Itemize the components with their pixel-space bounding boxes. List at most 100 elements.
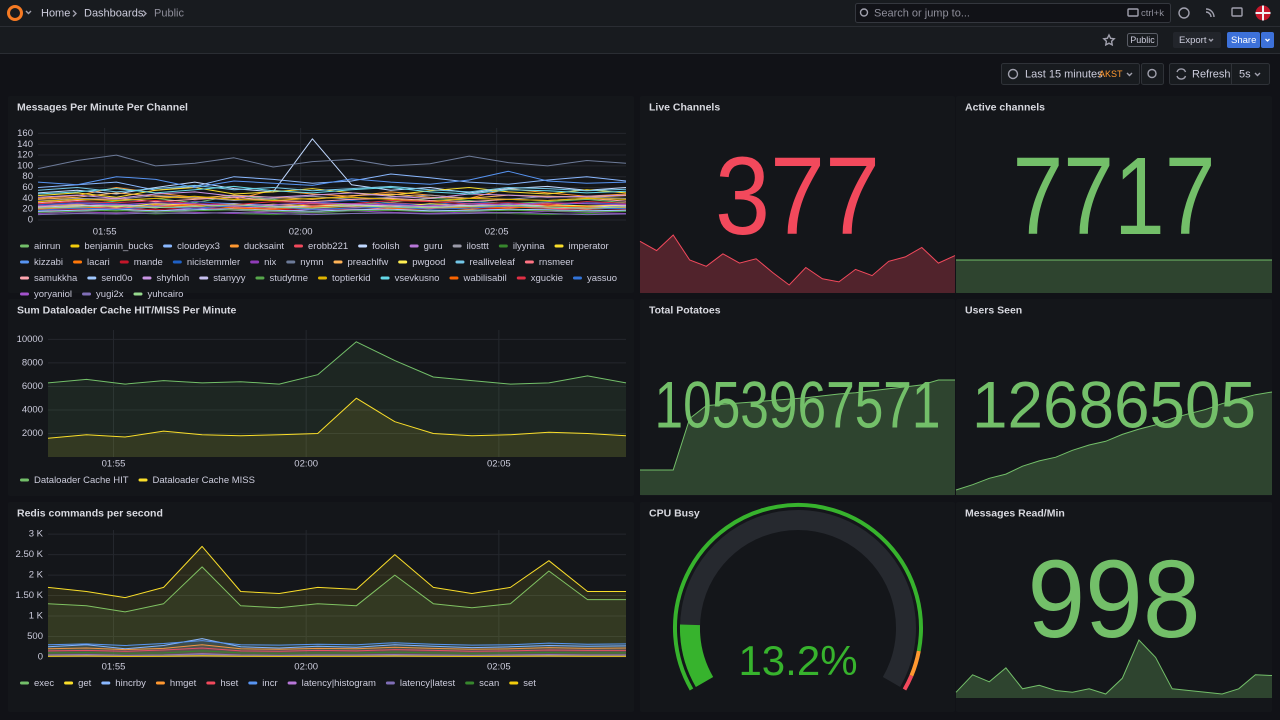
legend-label[interactable]: ilyynina	[513, 241, 545, 252]
export-label: Export	[1179, 35, 1207, 46]
panel	[8, 299, 634, 496]
legend-label[interactable]: erobb221	[308, 241, 348, 252]
y-tick-label: 2000	[22, 428, 43, 439]
search-box[interactable]	[855, 3, 1171, 23]
y-tick-label: 2 K	[29, 570, 44, 581]
sparkline-area	[640, 380, 955, 495]
legend-swatch	[455, 260, 465, 264]
legend-label[interactable]: latency|histogram	[302, 678, 376, 689]
legend-swatch	[509, 681, 519, 685]
legend-label[interactable]: scan	[479, 678, 499, 689]
panel-title: Active channels	[965, 101, 1045, 113]
legend-label[interactable]: yassuo	[587, 273, 617, 284]
breadcrumb[interactable]: Dashboards	[84, 7, 144, 19]
chevron	[1126, 72, 1133, 77]
stat-value: 12686505	[972, 367, 1256, 441]
refresh-interval[interactable]: 5s	[1239, 68, 1251, 80]
legend-label[interactable]: preachlfw	[348, 257, 389, 268]
series-line	[47, 566, 626, 613]
share-button[interactable]	[1227, 32, 1260, 48]
legend-label[interactable]: hmget	[170, 678, 197, 689]
series-line	[37, 187, 627, 198]
legend-label[interactable]: ainrun	[34, 241, 60, 252]
star-icon[interactable]	[1102, 33, 1116, 47]
legend-label[interactable]: samukkha	[34, 273, 78, 284]
series-line	[47, 655, 626, 657]
legend-label[interactable]: guru	[424, 241, 443, 252]
y-tick-label: 3 K	[29, 529, 44, 540]
legend-swatch	[294, 244, 303, 248]
legend-swatch	[248, 681, 258, 685]
time-picker[interactable]	[1001, 63, 1140, 85]
legend-label[interactable]: nymn	[300, 257, 323, 268]
series-line	[47, 654, 626, 657]
legend-label[interactable]: stanyyy	[213, 273, 245, 284]
legend-label[interactable]: benjamin_bucks	[84, 241, 153, 252]
legend-swatch	[70, 244, 80, 248]
x-tick-label: 01:55	[93, 227, 117, 238]
sparkline-area	[956, 260, 1272, 293]
legend-label[interactable]: nicistemmler	[187, 257, 240, 268]
y-tick-label: 80	[22, 171, 33, 182]
legend-label[interactable]: yoryaniol	[34, 289, 72, 300]
legend-label[interactable]: rnsmeer	[539, 257, 574, 268]
legend-label[interactable]: mande	[134, 257, 163, 268]
gauge-track	[680, 510, 916, 687]
legend-label[interactable]: Dataloader Cache MISS	[153, 475, 255, 486]
legend-label[interactable]: hincrby	[115, 678, 146, 689]
share-menu[interactable]	[1261, 32, 1274, 48]
tv-icon[interactable]	[1231, 7, 1243, 17]
legend-label[interactable]: vsevkusno	[395, 273, 440, 284]
legend-label[interactable]: wabilisabil	[462, 273, 506, 284]
legend-swatch	[250, 260, 260, 264]
panel	[956, 299, 1272, 496]
help-icon[interactable]	[1178, 7, 1190, 19]
series-line	[47, 650, 626, 654]
x-tick-label: 02:00	[294, 459, 318, 470]
threshold-band	[672, 502, 923, 691]
panel-title: Messages Per Minute Per Channel	[17, 101, 188, 113]
legend-label[interactable]: Dataloader Cache HIT	[34, 475, 129, 486]
export-button[interactable]	[1173, 32, 1221, 48]
legend-label[interactable]: kizzabi	[34, 257, 63, 268]
refresh-icon	[1176, 68, 1187, 80]
legend-label[interactable]: nix	[264, 257, 276, 268]
series-line	[37, 195, 627, 203]
legend-label[interactable]: imperator	[569, 241, 609, 252]
logo[interactable]	[7, 5, 23, 21]
legend-label[interactable]: realliveleaf	[469, 257, 515, 268]
news-icon[interactable]	[1205, 8, 1215, 18]
legend-label[interactable]: incr	[262, 678, 277, 689]
stat-value: 7717	[1013, 135, 1216, 258]
search-placeholder: Search or jump to...	[874, 7, 970, 19]
breadcrumb[interactable]: Home	[41, 7, 70, 19]
legend-label[interactable]: latency|latest	[400, 678, 456, 689]
legend-label[interactable]: xguckie	[531, 273, 563, 284]
legend-label[interactable]: get	[78, 678, 92, 689]
legend-swatch	[318, 276, 327, 280]
legend-label[interactable]: hset	[220, 678, 238, 689]
legend-swatch	[206, 681, 216, 685]
legend-label[interactable]: toptierkid	[332, 273, 371, 284]
legend-swatch	[155, 681, 165, 685]
time-range: Last 15 minutes	[1025, 68, 1103, 80]
legend-label[interactable]: ducksaint	[244, 241, 284, 252]
legend-label[interactable]: exec	[34, 678, 54, 689]
zoom-out-button[interactable]	[1141, 63, 1164, 85]
legend-label[interactable]: ilosttt	[467, 241, 490, 252]
legend-label[interactable]: studytme	[269, 273, 308, 284]
legend-label[interactable]: send0o	[101, 273, 132, 284]
legend-swatch	[101, 681, 111, 685]
legend-label[interactable]: lacari	[87, 257, 110, 268]
legend-label[interactable]: set	[523, 678, 536, 689]
y-tick-label: 40	[22, 193, 33, 204]
legend-label[interactable]: pwgood	[412, 257, 445, 268]
refresh-button[interactable]	[1169, 63, 1270, 85]
legend-label[interactable]: yugi2x	[96, 289, 124, 300]
legend-label[interactable]: cloudeyx3	[177, 241, 220, 252]
legend-label[interactable]: yuhcairo	[148, 289, 184, 300]
legend-label[interactable]: shyhloh	[156, 273, 189, 284]
series-area	[48, 566, 626, 657]
legend-label[interactable]: foolish	[372, 241, 399, 252]
